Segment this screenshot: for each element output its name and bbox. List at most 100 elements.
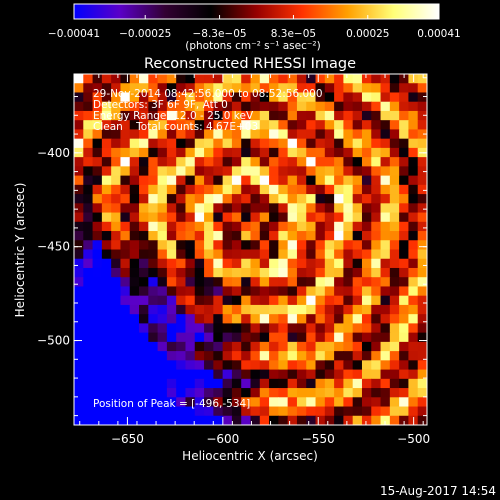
heatmap-cell <box>194 129 205 140</box>
heatmap-cell <box>231 147 242 158</box>
heatmap-cell <box>83 323 94 334</box>
heatmap-cell <box>185 295 196 306</box>
heatmap-cell <box>380 360 391 371</box>
heatmap-cell <box>213 378 224 389</box>
heatmap-cell <box>176 212 187 223</box>
heatmap-cell <box>222 286 233 297</box>
heatmap-cell <box>343 378 354 389</box>
heatmap-cell <box>371 415 382 425</box>
x-tick-label: −600 <box>206 432 239 446</box>
heatmap-cell <box>166 341 177 352</box>
heatmap-cell <box>241 360 252 371</box>
heatmap-cell <box>408 406 419 417</box>
y-tick-label: −500 <box>37 334 70 348</box>
heatmap-cell <box>315 360 326 371</box>
heatmap-cell <box>222 147 233 158</box>
heatmap-cell <box>231 351 242 361</box>
heatmap-cell <box>176 406 187 417</box>
heatmap-cell <box>241 203 252 214</box>
heatmap-cell <box>213 147 224 158</box>
heatmap-cell <box>324 351 335 361</box>
heatmap-cell <box>204 157 214 167</box>
heatmap-cell <box>111 332 122 343</box>
heatmap-cell <box>148 101 159 112</box>
heatmap-cell <box>380 277 391 288</box>
heatmap-cell <box>129 323 140 334</box>
heatmap-cell <box>120 258 131 269</box>
heatmap-cell <box>352 157 363 167</box>
heatmap-cell <box>185 203 196 214</box>
heatmap-cell <box>74 378 84 389</box>
heatmap-cell <box>389 406 400 417</box>
heatmap-cell <box>241 323 252 334</box>
heatmap-cell <box>148 129 159 140</box>
heatmap-cell <box>250 406 261 417</box>
heatmap-cell <box>166 277 177 288</box>
heatmap-cell <box>204 341 214 352</box>
heatmap-cell <box>399 194 410 204</box>
heatmap-cell <box>111 249 122 260</box>
heatmap-cell <box>213 351 224 361</box>
heatmap-cell <box>157 267 168 278</box>
heatmap-cell <box>278 267 289 278</box>
colorbar: −0.00041 −0.00025 −8.3e−05 8.3e−05 0.00025 0.… <box>48 3 461 52</box>
heatmap-cell <box>157 212 168 223</box>
heatmap-cell <box>408 240 419 251</box>
heatmap-cell <box>380 203 391 214</box>
heatmap-cell <box>408 295 419 306</box>
heatmap-cell <box>92 258 103 269</box>
heatmap-cell <box>361 101 372 112</box>
heatmap-cell <box>269 147 279 158</box>
heatmap-cell <box>296 157 307 167</box>
heatmap-cell <box>380 323 391 334</box>
heatmap-cell <box>315 378 326 389</box>
heatmap-cell <box>334 378 344 389</box>
heatmap-cell <box>101 166 112 177</box>
heatmap-cell <box>334 138 344 149</box>
heatmap-cell <box>324 194 335 204</box>
heatmap-cell <box>352 295 363 306</box>
heatmap-cell <box>101 101 112 112</box>
heatmap-cell <box>315 147 326 158</box>
heatmap-cell <box>250 351 261 361</box>
heatmap-cell <box>306 332 317 343</box>
heatmap-cell <box>269 184 279 195</box>
heatmap-cell <box>213 406 224 417</box>
heatmap-cell <box>83 286 94 297</box>
heatmap-cell <box>222 378 233 389</box>
heatmap-cell <box>166 360 177 371</box>
heatmap-cell <box>241 332 252 343</box>
heatmap-cell <box>204 83 214 94</box>
heatmap-cell <box>185 74 196 84</box>
heatmap-cell <box>371 369 382 380</box>
heatmap-cell <box>213 110 224 121</box>
heatmap-cell <box>417 397 427 408</box>
heatmap-cell <box>259 231 270 241</box>
heatmap-cell <box>83 92 94 103</box>
heatmap-cell <box>250 258 261 269</box>
heatmap-cell <box>241 267 252 278</box>
heatmap-cell <box>83 378 94 389</box>
heatmap-cell <box>139 369 149 380</box>
heatmap-cell <box>306 120 317 131</box>
heatmap-cell <box>389 351 400 361</box>
heatmap-cell <box>343 277 354 288</box>
heatmap-cell <box>222 175 233 186</box>
heatmap-cell <box>306 74 317 84</box>
heatmap-cell <box>259 286 270 297</box>
heatmap-cell <box>120 175 131 186</box>
heatmap-cell <box>352 231 363 241</box>
heatmap-cell <box>352 147 363 158</box>
heatmap-cell <box>417 267 427 278</box>
heatmap-cell <box>352 203 363 214</box>
heatmap-cell <box>185 323 196 334</box>
heatmap-cell <box>204 194 214 204</box>
heatmap-cell <box>185 415 196 425</box>
heatmap-cell <box>185 397 196 408</box>
heatmap-cell <box>343 258 354 269</box>
heatmap-cell <box>259 184 270 195</box>
heatmap-cell <box>213 184 224 195</box>
heatmap-cell <box>166 332 177 343</box>
heatmap-cell <box>101 157 112 167</box>
heatmap-cell <box>269 101 279 112</box>
